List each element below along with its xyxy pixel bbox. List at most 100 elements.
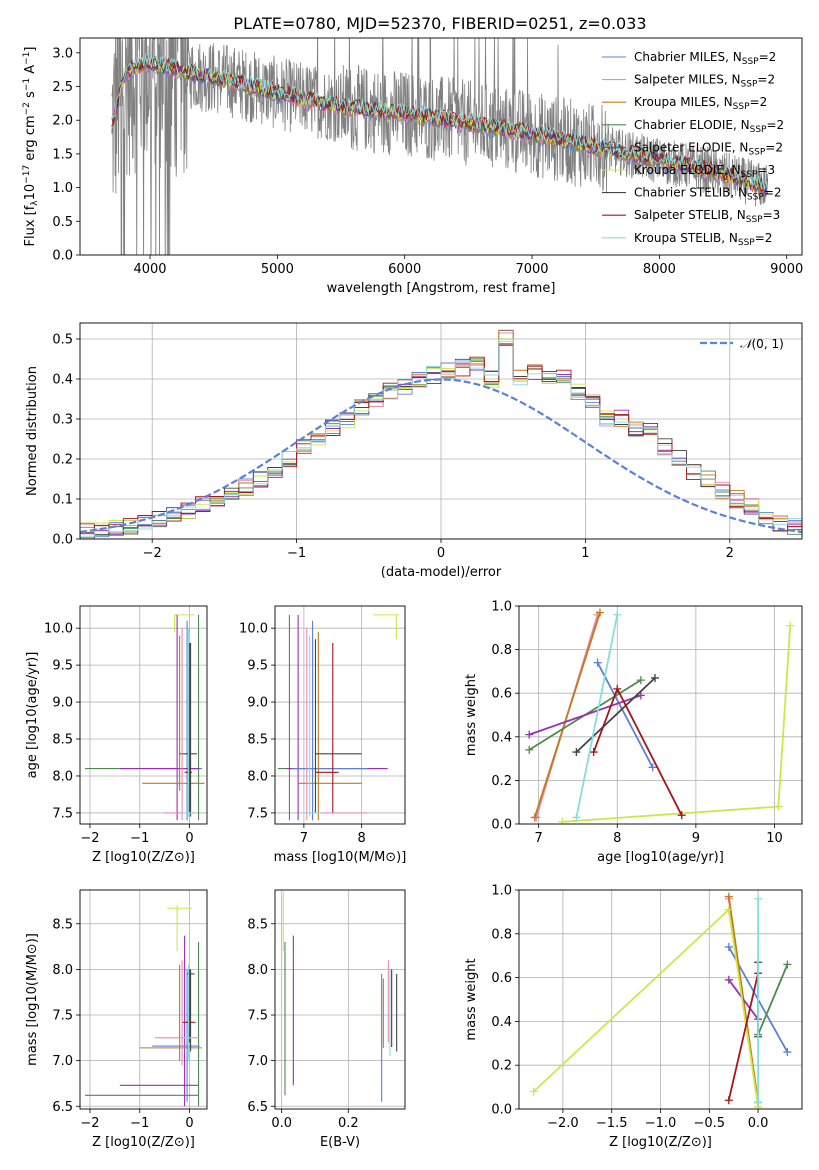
- y-axis-label-part: −2: [22, 102, 32, 115]
- y-axis-label-part: ]: [23, 47, 38, 52]
- y-tick-label: 1.0: [491, 600, 512, 615]
- y-tick-label: 0.2: [491, 1059, 512, 1074]
- weight-line-4: [757, 964, 789, 1035]
- axes-weight-vs-age: 7 8 9 10 0.0 0.2 0.4 0.6 0.8 1.0 age [log10(age/yr…: [464, 600, 803, 865]
- y-tick-label: 0.2: [52, 453, 73, 468]
- y-tick-label: 0.6: [491, 971, 512, 986]
- y-tick-label: 0.1: [52, 493, 73, 508]
- y-tick-label: 7.5: [247, 806, 268, 821]
- x-tick-label: 5000: [261, 262, 294, 277]
- plot-area-age-vs-Z: [84, 614, 205, 821]
- y-tick-label: 7.5: [52, 806, 73, 821]
- weight-marker: [529, 1087, 538, 1096]
- x-tick-label: 0: [185, 1116, 193, 1131]
- y-tick-label: 1.0: [491, 884, 512, 899]
- axes-frame: [79, 37, 803, 256]
- y-tick-label: 1.5: [52, 147, 73, 162]
- weight-line-9: [575, 614, 619, 818]
- axes-frame: [518, 605, 803, 825]
- plot-area-mass-vs-EBV: [282, 891, 398, 1102]
- y-tick-label: 2.0: [52, 114, 73, 129]
- legend-label-base: Chabrier ELODIE, N: [634, 118, 750, 132]
- y-tick-label: 0.5: [52, 215, 73, 230]
- y-tick-label: 9.0: [52, 696, 73, 711]
- x-tick-label: 8: [613, 831, 621, 846]
- weight-marker: [593, 658, 602, 667]
- weight-marker: [783, 1048, 792, 1057]
- legend-label-base: Salpeter MILES, N: [634, 73, 741, 87]
- y-tick-label: 0.0: [52, 533, 73, 548]
- y-axis-label: mass weight: [464, 674, 479, 756]
- axes-weight-vs-Z: −2.0 −1.5 −1.0 −0.5 0.0 0.0 0.2 0.4 0.6 0.8 1.0 Z […: [464, 884, 803, 1150]
- legend-label-tail: =2: [757, 73, 775, 87]
- axes-frame: [79, 889, 208, 1110]
- y-tick-label: 8.0: [52, 769, 73, 784]
- legend-label-3: Kroupa MILES, NSSP=2: [634, 95, 767, 112]
- x-axis-label: age [log10(age/yr)]: [597, 850, 724, 865]
- x-tick-label: 8000: [643, 262, 676, 277]
- y-tick-label: 8.0: [247, 769, 268, 784]
- y-tick-label: 0.0: [52, 249, 73, 264]
- legend-label-base: Kroupa STELIB, N: [634, 231, 738, 245]
- x-axis-label: Z [log10(Z/Z⊙)]: [92, 850, 195, 865]
- x-tick-label: −2: [80, 1116, 99, 1131]
- y-axis-label-part: λ: [30, 200, 40, 206]
- y-tick-label: 1.0: [52, 181, 73, 196]
- x-tick-label: 9000: [770, 262, 803, 277]
- weight-marker: [786, 621, 795, 630]
- plot-area-residuals: [80, 329, 802, 539]
- residual-histogram-7: [80, 344, 802, 539]
- weight-line-8: [727, 972, 759, 1101]
- y-tick-label: 8.5: [247, 733, 268, 748]
- x-tick-label: −1: [287, 546, 306, 561]
- legend-label-sub: SSP: [742, 57, 759, 67]
- y-axis-label: Flux [fλ10−17 erg cm−2 s−1 A−1]: [22, 47, 40, 247]
- plot-area-weight-vs-age: [525, 608, 795, 824]
- y-axis-label: age [log10(age/yr)]: [25, 652, 40, 779]
- y-axis-label-part: Flux [f: [23, 205, 38, 246]
- figure-title: PLATE=0780, MJD=52370, FIBERID=0251, z=0…: [233, 14, 646, 33]
- y-tick-label: 0.2: [491, 774, 512, 789]
- normal-legend-label: 𝒩(0, 1): [740, 337, 784, 351]
- y-tick-label: 0.5: [52, 333, 73, 348]
- y-tick-label: 7.0: [247, 1054, 268, 1069]
- x-axis-label: E(B-V): [320, 1135, 360, 1150]
- y-tick-label: 7.0: [52, 1054, 73, 1069]
- legend-label-7: Chabrier STELIB, NSSP=2: [634, 186, 782, 203]
- y-axis-label-part: A: [23, 65, 38, 78]
- legend-label-4: Chabrier ELODIE, NSSP=2: [634, 118, 784, 135]
- y-axis-label: Normed distribution: [25, 366, 40, 496]
- legend-label-sub: SSP: [741, 80, 758, 90]
- weight-line-5: [528, 694, 642, 736]
- x-tick-label: 6000: [388, 262, 421, 277]
- x-tick-label: −1: [130, 1116, 149, 1131]
- y-tick-label: 6.5: [52, 1100, 73, 1115]
- x-tick-label: −1.5: [596, 1116, 628, 1131]
- normal-legend-part: 𝒩: [740, 337, 755, 351]
- y-axis-label-part: −1: [22, 78, 32, 91]
- x-axis-label: wavelength [Angstrom, rest frame]: [327, 281, 556, 296]
- weight-marker: [724, 905, 733, 914]
- weight-marker: [724, 892, 733, 901]
- x-tick-label: 2: [726, 546, 734, 561]
- y-tick-label: 9.0: [247, 696, 268, 711]
- axes-frame: [79, 605, 208, 825]
- weight-line-1: [596, 662, 654, 768]
- plot-area-spectrum: [111, 38, 768, 255]
- weight-marker: [724, 975, 733, 984]
- weight-line-7: [575, 677, 656, 753]
- legend-label-sub: SSP: [741, 170, 758, 180]
- x-tick-label: 10: [766, 831, 783, 846]
- weight-marker: [525, 745, 534, 754]
- legend-label-sub: SSP: [748, 147, 765, 157]
- x-tick-label: 4000: [133, 262, 166, 277]
- y-tick-label: 8.5: [247, 917, 268, 932]
- axes-age-vs-Z: −2 −1 0 7.5 8.0 8.5 9.0 9.5 10.0 Z [log10(Z/Z⊙)] a…: [25, 605, 208, 865]
- y-tick-label: 8.5: [52, 733, 73, 748]
- x-tick-label: 7: [535, 831, 543, 846]
- legend-label-base: Kroupa ELODIE, N: [634, 163, 741, 177]
- axes-frame: [274, 605, 406, 825]
- legend-label-tail: =3: [763, 208, 781, 222]
- x-axis-label: Z [log10(Z/Z⊙)]: [92, 1135, 195, 1150]
- y-tick-label: 10.0: [239, 622, 268, 637]
